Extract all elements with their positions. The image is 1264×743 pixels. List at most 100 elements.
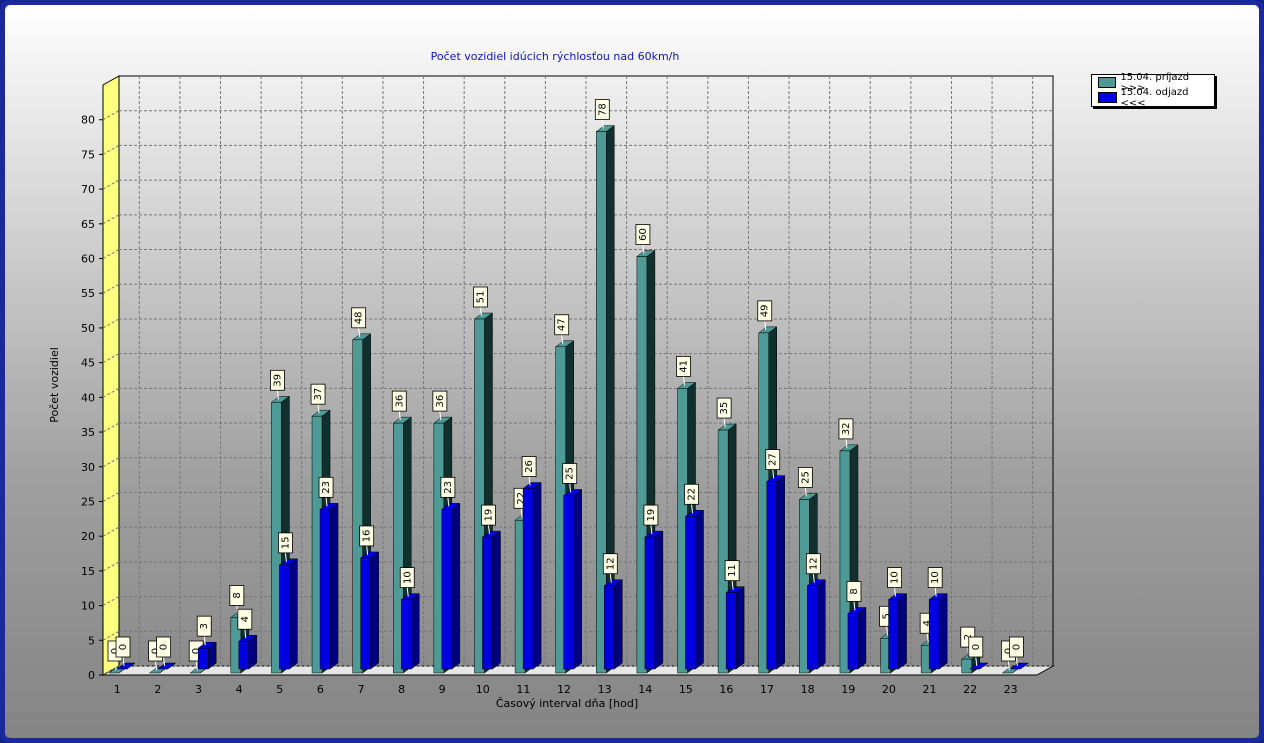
legend: 15.04. príjazd >>> 15.04. odjazd <<< [1091,72,1215,109]
bar-arrivals [839,450,851,674]
data-label-leader-arrivals [479,306,482,317]
left-wall [102,75,120,676]
y-tick-label: 60 [81,253,95,266]
data-label-arrivals: 0 [191,648,202,654]
data-label-box-departures [724,560,740,582]
grid-line-diagonal [102,422,120,433]
data-label-box-departures [684,483,699,505]
x-tick-label: 23 [1004,683,1018,696]
grid-line-diagonal [102,596,120,607]
data-label-arrivals: 39 [272,374,283,387]
grid-line-diagonal [102,353,120,364]
bar-departures [319,509,331,670]
data-label-box-arrivals [229,585,245,606]
bar-departures [522,488,534,670]
data-label-leader-departures [569,483,572,493]
data-label-arrivals: 8 [232,592,243,598]
data-label-box-departures [115,636,131,658]
x-tick-label: 22 [963,683,977,696]
data-label-leader-departures [894,587,897,597]
data-label-arrivals: 0 [1003,648,1014,654]
data-label-arrivals: 51 [475,291,486,304]
y-tick-label: 25 [81,495,95,508]
data-label-box-departures [765,449,781,470]
data-label-box-arrivals [391,390,407,412]
bar-departures-side [532,482,542,670]
data-label-leader-arrivals [1007,660,1010,671]
data-label-leader-departures [1015,656,1018,667]
data-label-departures: 16 [362,530,373,543]
data-label-departures: 12 [808,557,819,570]
data-label-box-arrivals [432,390,448,412]
data-label-leader-arrivals [601,119,604,129]
bar-departures-side [573,488,582,670]
data-label-box-departures [521,456,537,477]
bar-departures-top [1009,662,1030,670]
data-label-arrivals: 32 [841,423,852,436]
bar-arrivals [596,131,607,674]
grid-line-diagonal [102,214,120,225]
y-tick-label: 35 [81,426,95,439]
bar-departures-side [167,662,176,670]
grid-line-diagonal [102,318,120,329]
x-tick-label: 20 [882,683,896,696]
bar-arrivals [393,422,404,674]
bar-departures-side [451,502,461,670]
bar-departures-side [370,551,379,670]
x-tick-label: 4 [236,683,243,696]
data-label-departures: 26 [524,460,535,473]
data-label-leader-arrivals [195,660,198,671]
data-label-box-departures [968,636,984,658]
data-label-box-arrivals [270,369,285,391]
data-label-leader-arrivals [155,660,158,671]
data-label-leader-departures [122,656,125,667]
bar-departures [482,536,493,670]
grid-line-diagonal [102,526,120,537]
data-label-box-departures [805,553,821,575]
y-tick-label: 65 [81,218,95,231]
x-tick-label: 18 [801,683,815,696]
data-label-departures: 23 [321,481,332,494]
bar-departures [441,509,453,670]
y-tick-label: 55 [81,287,95,300]
chart-title: Počet vozidiel idúcich rýchlosťou nad 60… [431,50,680,63]
grid-line-diagonal [102,179,120,190]
bar-departures-side [492,530,501,670]
bar-departures [563,495,574,670]
x-tick-label: 14 [638,683,652,696]
data-label-leader-departures [772,469,775,479]
bar-departures [401,599,412,670]
data-label-leader-departures [203,636,206,646]
bar-arrivals [961,658,973,674]
data-label-leader-arrivals [926,633,929,643]
y-axis-label: Počet vozidiel [48,347,61,423]
data-label-leader-departures [244,629,247,639]
data-label-departures: 19 [483,509,494,522]
data-label-leader-arrivals [886,626,889,636]
data-label-departures: 11 [727,564,738,577]
bar-departures-side [654,530,664,670]
bar-departures [238,640,250,670]
y-tick-label: 40 [81,391,95,404]
y-tick-label: 70 [81,183,95,196]
data-label-leader-arrivals [398,411,401,421]
grid-line-diagonal [102,110,120,121]
data-label-box-arrivals [716,397,732,419]
data-label-leader-departures [609,573,612,583]
bar-departures [279,564,290,670]
x-tick-label: 11 [516,683,530,696]
bar-departures-side [329,502,339,670]
data-label-box-departures [359,525,375,547]
y-tick-label: 80 [81,114,95,127]
bar-arrivals [636,256,648,674]
bar-departures [685,516,696,670]
grid-line-diagonal [102,561,120,572]
x-tick-label: 17 [760,683,774,696]
data-label-box-arrivals [797,467,813,488]
bar-departures-side [411,593,420,670]
data-label-leader-departures [406,587,409,597]
data-label-departures: 22 [687,488,698,501]
data-label-departures: 3 [199,623,210,629]
legend-swatch-departures [1098,92,1117,103]
